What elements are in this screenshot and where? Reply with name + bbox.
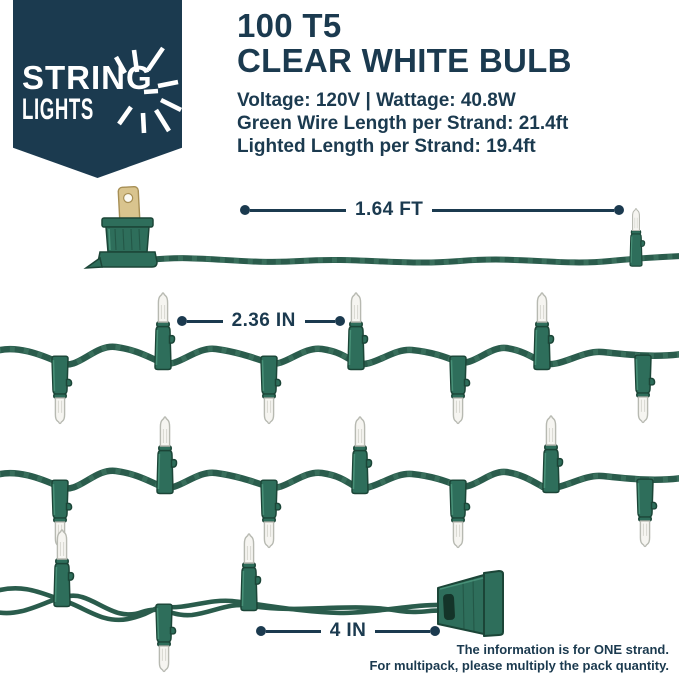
lead-length-measurement: 1.64 FT xyxy=(240,199,624,221)
bulb-icon xyxy=(449,355,471,425)
brand-name-string: STRING xyxy=(22,59,153,96)
note-line-2: For multipack, please multiply the pack … xyxy=(369,657,669,673)
wire-row-1 xyxy=(147,253,679,266)
spec-lighted-length: Lighted Length per Strand: 19.4ft xyxy=(237,136,536,157)
bulb-icon xyxy=(351,416,373,495)
wire-row-3 xyxy=(0,471,679,489)
bulb-icon xyxy=(156,416,178,495)
strand-note: The information is for ONE strand. For m… xyxy=(369,642,669,673)
bulb-icon xyxy=(542,415,564,494)
starburst-icon xyxy=(113,46,182,134)
end-length-measurement: 4 IN xyxy=(256,620,441,642)
bulb-icon xyxy=(634,354,656,424)
measure-dot-icon xyxy=(614,205,624,215)
measure-dot-icon xyxy=(256,626,266,636)
bulb-spacing-measurement: 2.36 IN xyxy=(177,310,345,332)
bulb-icon xyxy=(240,533,262,612)
measure-dot-icon xyxy=(335,316,345,326)
note-line-1: The information is for ONE strand. xyxy=(456,642,669,657)
bulb-icon xyxy=(347,292,369,371)
measure-line xyxy=(375,629,431,633)
bulb-icon xyxy=(533,292,555,371)
measure-line xyxy=(187,319,223,323)
lead-length-label: 1.64 FT xyxy=(355,199,424,220)
measure-line xyxy=(250,208,346,212)
product-title-line2: CLEAR WHITE BULB xyxy=(237,42,572,79)
brand-banner: STRING LIGHTS xyxy=(13,0,182,178)
spec-wire-length: Green Wire Length per Strand: 21.4ft xyxy=(237,113,569,134)
plug-icon xyxy=(83,186,158,269)
bulb-spacing-label: 2.36 IN xyxy=(231,310,296,331)
bulb-icon xyxy=(449,479,471,549)
measure-dot-icon xyxy=(240,205,250,215)
brand-name-lights: LIGHTS xyxy=(22,93,94,126)
measure-dot-icon xyxy=(430,626,441,636)
measure-dot-icon xyxy=(177,316,187,326)
measure-line xyxy=(432,208,614,212)
title-block: 100 T5 CLEAR WHITE BULB Voltage: 120V | … xyxy=(237,8,572,158)
wire-row-2 xyxy=(0,347,679,365)
product-title-line1: 100 T5 xyxy=(237,7,342,44)
measure-line xyxy=(266,629,321,633)
spec-list: Voltage: 120V | Wattage: 40.8W Green Wir… xyxy=(237,89,572,158)
bulb-icon xyxy=(636,478,658,548)
end-length-label: 4 IN xyxy=(329,620,367,641)
spec-voltage-wattage: Voltage: 120V | Wattage: 40.8W xyxy=(237,90,516,111)
bulb-icon xyxy=(154,292,176,371)
measure-line xyxy=(304,319,335,323)
end-connector-icon xyxy=(437,570,504,637)
